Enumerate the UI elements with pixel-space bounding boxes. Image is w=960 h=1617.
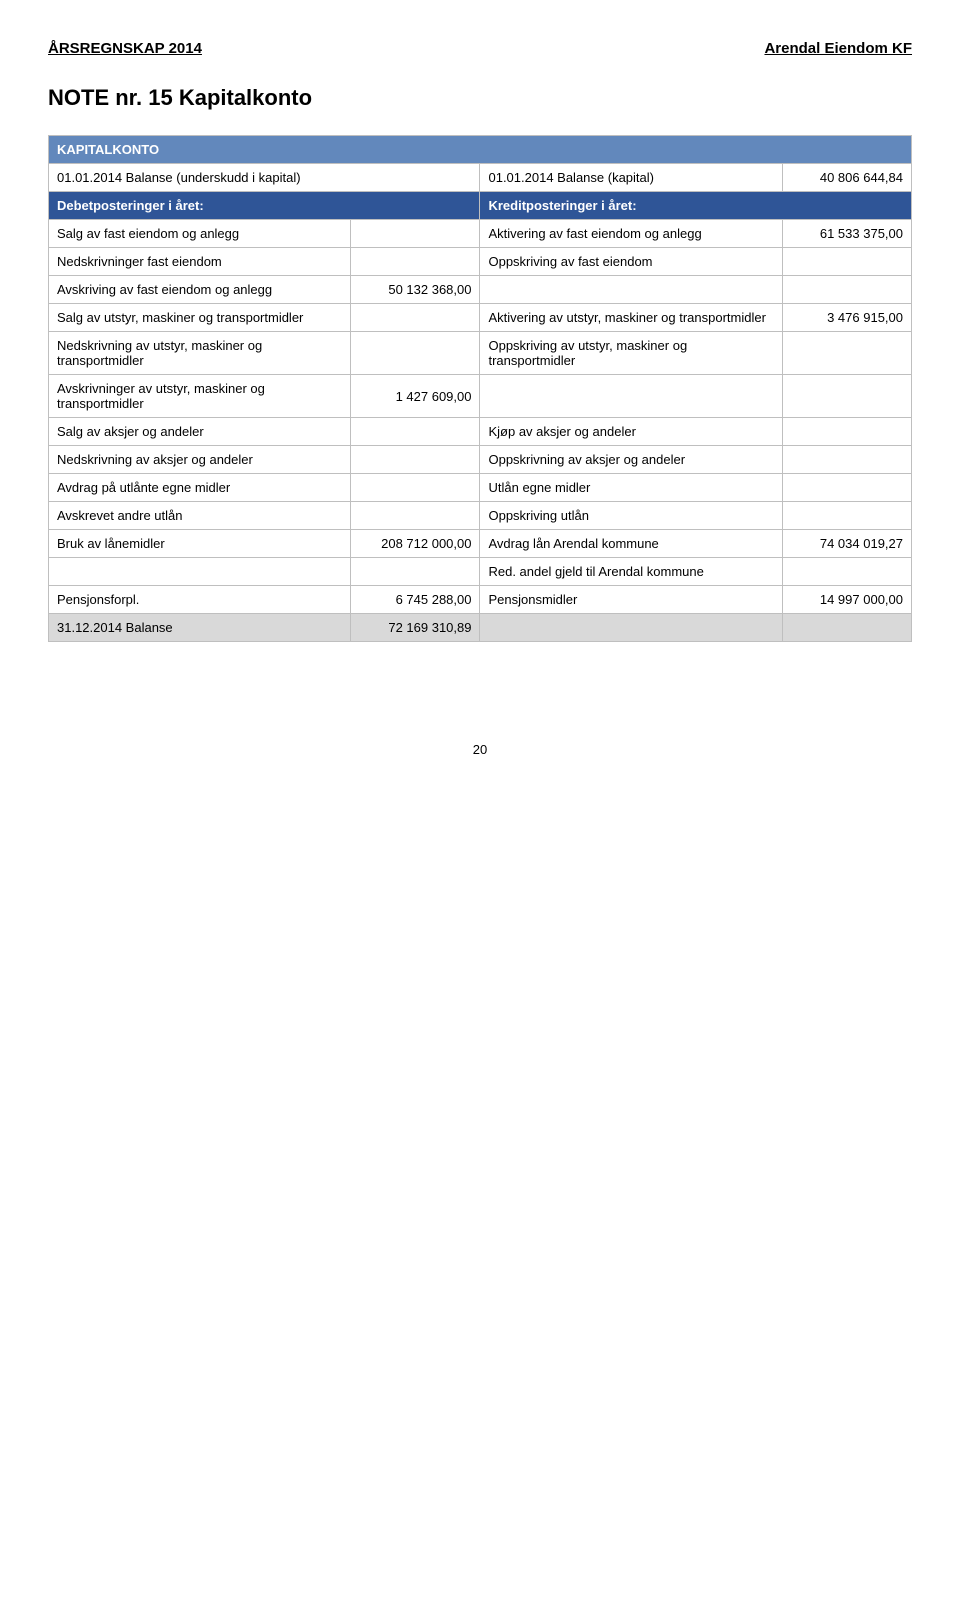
- kredit-label: Aktivering av utstyr, maskiner og transp…: [480, 304, 782, 332]
- debet-value: [351, 446, 480, 474]
- kredit-label: Avdrag lån Arendal kommune: [480, 530, 782, 558]
- header-right: Arendal Eiendom KF: [764, 40, 912, 57]
- debet-label: Avskriving av fast eiendom og anlegg: [49, 276, 351, 304]
- balance-close-credit-label: [480, 614, 782, 642]
- debet-value: [351, 418, 480, 446]
- kredit-value: [782, 446, 911, 474]
- table-row: Pensjonsforpl.6 745 288,00 Pensjonsmidle…: [49, 586, 912, 614]
- kredit-label: Oppskriving av fast eiendom: [480, 248, 782, 276]
- kredit-value: 74 034 019,27: [782, 530, 911, 558]
- debet-label: Bruk av lånemidler: [49, 530, 351, 558]
- kredit-value: [782, 418, 911, 446]
- kredit-value: [782, 502, 911, 530]
- kredit-value: [782, 276, 911, 304]
- debet-value: 1 427 609,00: [351, 375, 480, 418]
- debet-value: [351, 248, 480, 276]
- debet-label: Salg av fast eiendom og anlegg: [49, 220, 351, 248]
- debet-label: Avdrag på utlånte egne midler: [49, 474, 351, 502]
- kredit-value: 3 476 915,00: [782, 304, 911, 332]
- balance-open-left: 01.01.2014 Balanse (underskudd i kapital…: [49, 164, 480, 192]
- kredit-label: [480, 276, 782, 304]
- table-row: Salg av utstyr, maskiner og transportmid…: [49, 304, 912, 332]
- balance-close-debit: 72 169 310,89: [351, 614, 480, 642]
- balance-close-row: 31.12.2014 Balanse 72 169 310,89: [49, 614, 912, 642]
- debet-value: 6 745 288,00: [351, 586, 480, 614]
- kredit-label: Oppskrivning av aksjer og andeler: [480, 446, 782, 474]
- page-number: 20: [48, 742, 912, 757]
- debet-label: Avskrivninger av utstyr, maskiner og tra…: [49, 375, 351, 418]
- balance-open-value: 40 806 644,84: [782, 164, 911, 192]
- table-row: Avskrevet andre utlån Oppskriving utlån: [49, 502, 912, 530]
- kredit-value: [782, 375, 911, 418]
- kredit-label: Oppskriving av utstyr, maskiner og trans…: [480, 332, 782, 375]
- kredit-label: Red. andel gjeld til Arendal kommune: [480, 558, 782, 586]
- debet-value: [351, 220, 480, 248]
- table-row: Salg av aksjer og andeler Kjøp av aksjer …: [49, 418, 912, 446]
- kredit-value: [782, 332, 911, 375]
- balance-open-row: 01.01.2014 Balanse (underskudd i kapital…: [49, 164, 912, 192]
- sub-header-row: Debetposteringer i året: Kreditpostering…: [49, 192, 912, 220]
- debet-label: Avskrevet andre utlån: [49, 502, 351, 530]
- table-row: Nedskrivninger fast eiendom Oppskriving a…: [49, 248, 912, 276]
- kredit-value: [782, 558, 911, 586]
- kredit-label: Kjøp av aksjer og andeler: [480, 418, 782, 446]
- debet-label: Nedskrivning av aksjer og andeler: [49, 446, 351, 474]
- section-header: KAPITALKONTO: [49, 136, 912, 164]
- debet-label: Pensjonsforpl.: [49, 586, 351, 614]
- page-title: NOTE nr. 15 Kapitalkonto: [48, 85, 912, 111]
- debet-value: 50 132 368,00: [351, 276, 480, 304]
- kredit-label: Aktivering av fast eiendom og anlegg: [480, 220, 782, 248]
- kredit-label: Utlån egne midler: [480, 474, 782, 502]
- debet-value: [351, 474, 480, 502]
- header-left: ÅRSREGNSKAP 2014: [48, 40, 202, 57]
- balance-close-credit-value: [782, 614, 911, 642]
- table-row: Avskrivninger av utstyr, maskiner og tra…: [49, 375, 912, 418]
- debet-value: 208 712 000,00: [351, 530, 480, 558]
- debet-label: Nedskrivning av utstyr, maskiner og tran…: [49, 332, 351, 375]
- section-header-row: KAPITALKONTO: [49, 136, 912, 164]
- kredit-value: 61 533 375,00: [782, 220, 911, 248]
- table-row: Avdrag på utlånte egne midler Utlån egne …: [49, 474, 912, 502]
- debet-header: Debetposteringer i året:: [49, 192, 480, 220]
- kredit-value: [782, 248, 911, 276]
- table-row: Nedskrivning av utstyr, maskiner og tran…: [49, 332, 912, 375]
- debet-value: [351, 558, 480, 586]
- kredit-value: [782, 474, 911, 502]
- table-row: Avskriving av fast eiendom og anlegg50 1…: [49, 276, 912, 304]
- debet-label: [49, 558, 351, 586]
- kredit-header: Kreditposteringer i året:: [480, 192, 912, 220]
- balance-open-right: 01.01.2014 Balanse (kapital): [480, 164, 782, 192]
- debet-label: Nedskrivninger fast eiendom: [49, 248, 351, 276]
- kredit-label: Oppskriving utlån: [480, 502, 782, 530]
- debet-label: Salg av utstyr, maskiner og transportmid…: [49, 304, 351, 332]
- debet-value: [351, 332, 480, 375]
- kredit-value: 14 997 000,00: [782, 586, 911, 614]
- kredit-label: Pensjonsmidler: [480, 586, 782, 614]
- debet-label: Salg av aksjer og andeler: [49, 418, 351, 446]
- kapitalkonto-table: KAPITALKONTO 01.01.2014 Balanse (undersk…: [48, 135, 912, 642]
- debet-value: [351, 502, 480, 530]
- balance-close-label: 31.12.2014 Balanse: [49, 614, 351, 642]
- table-row: Red. andel gjeld til Arendal kommune: [49, 558, 912, 586]
- page-header: ÅRSREGNSKAP 2014 Arendal Eiendom KF: [48, 40, 912, 57]
- debet-value: [351, 304, 480, 332]
- table-row: Nedskrivning av aksjer og andeler Oppskri…: [49, 446, 912, 474]
- kredit-label: [480, 375, 782, 418]
- table-row: Bruk av lånemidler208 712 000,00Avdrag l…: [49, 530, 912, 558]
- table-row: Salg av fast eiendom og anlegg Aktivering…: [49, 220, 912, 248]
